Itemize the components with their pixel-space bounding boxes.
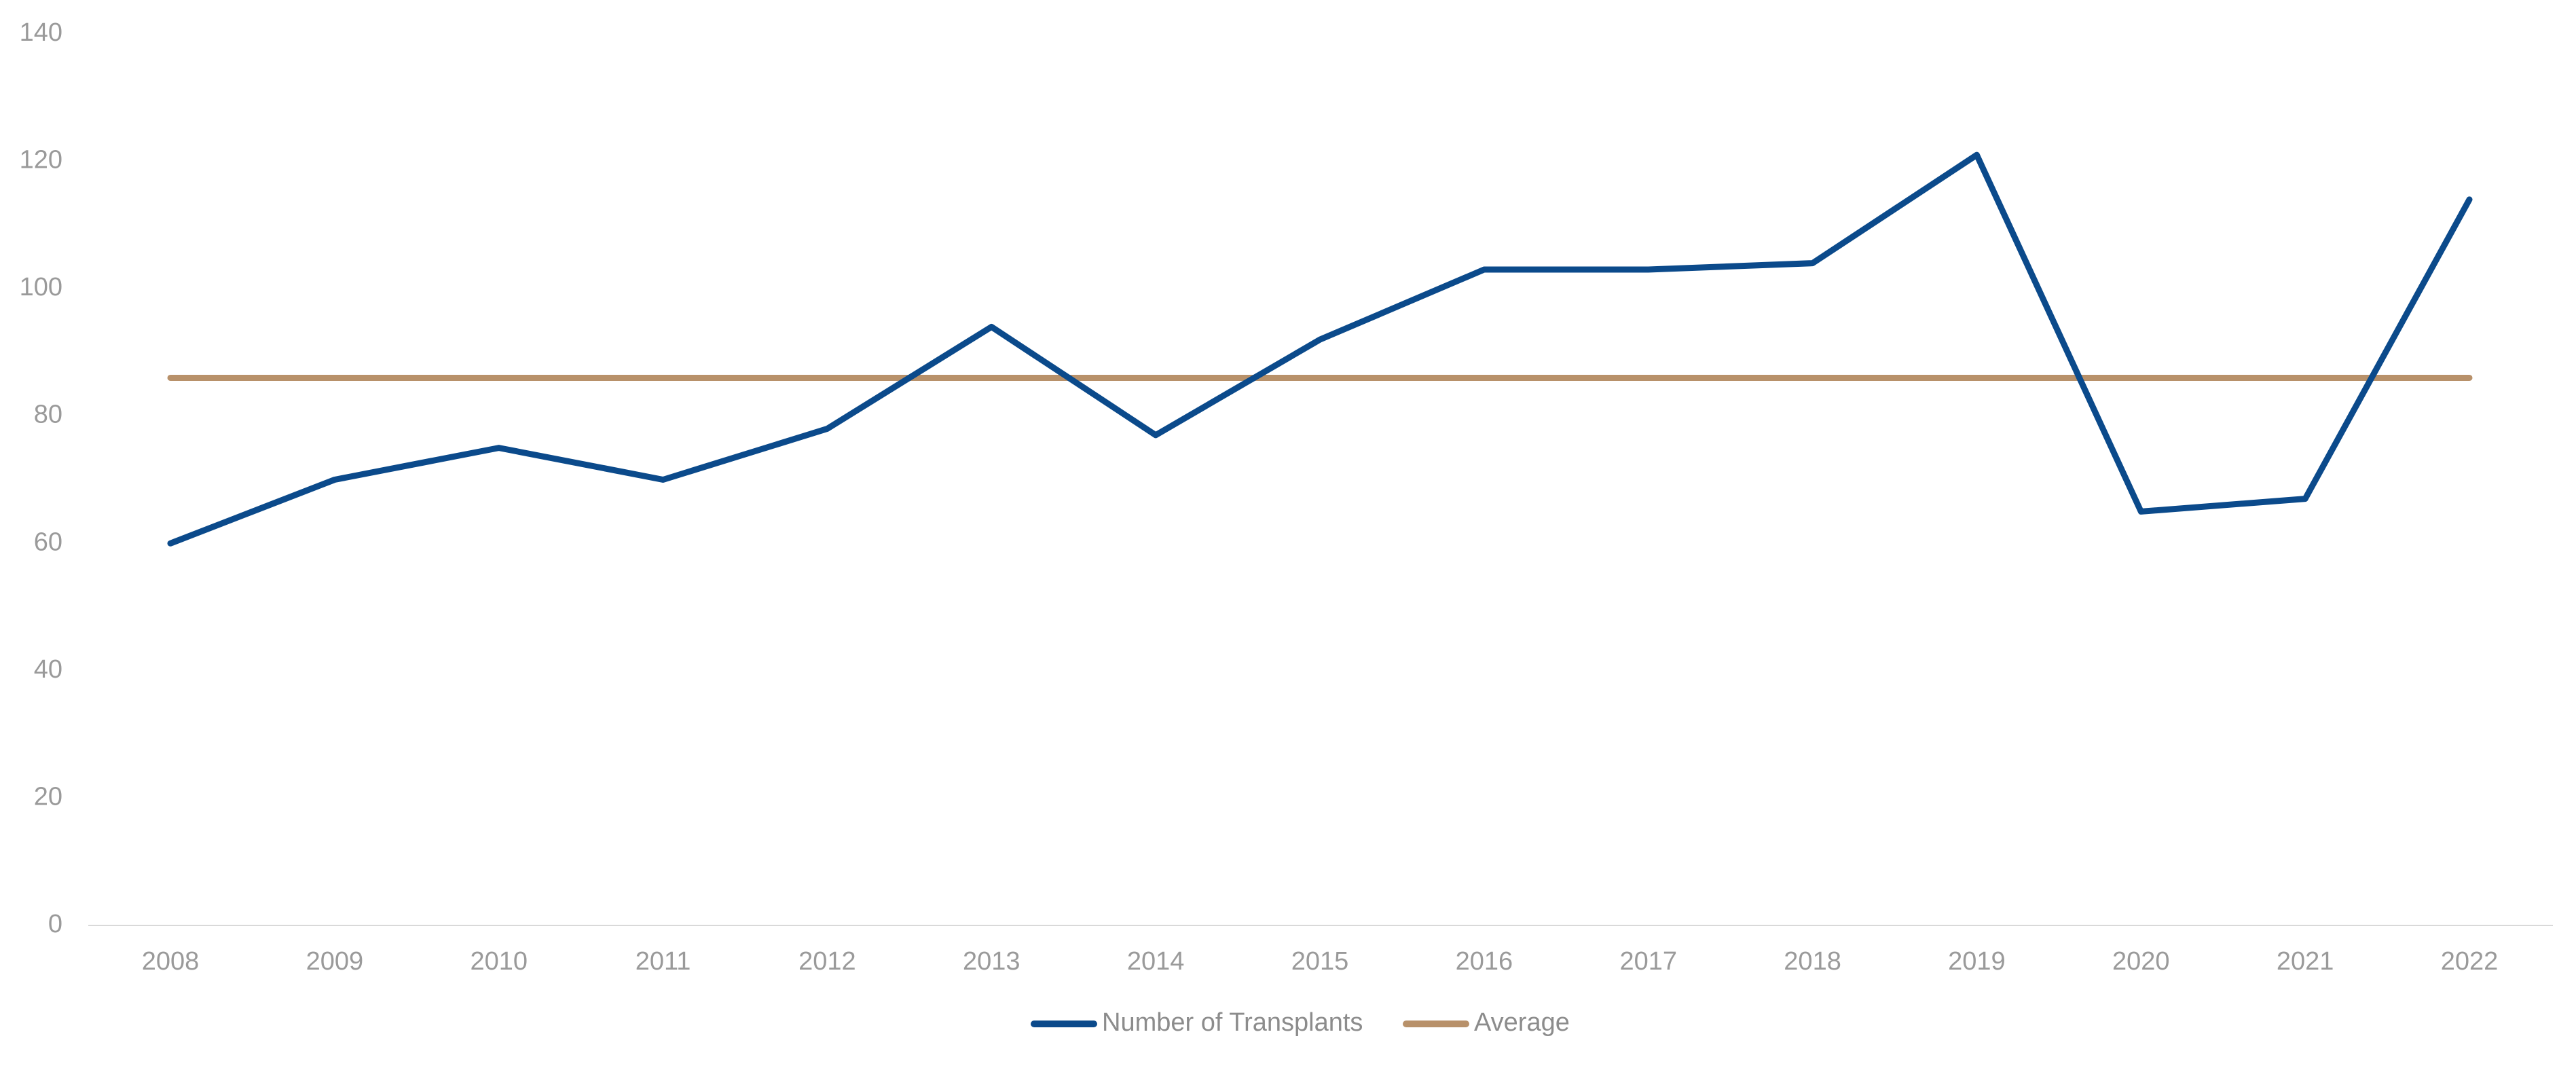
x-tick-label: 2010: [470, 947, 528, 976]
x-tick-label: 2022: [2441, 947, 2499, 976]
x-tick-label: 2012: [798, 947, 856, 976]
x-tick-label: 2011: [636, 947, 691, 976]
x-axis: 2008 2009 2010 2011 2012 2013 2014 2015 2016 2017…: [142, 947, 2499, 976]
y-tick-label: 100: [20, 273, 62, 301]
x-tick-label: 2016: [1456, 947, 1513, 976]
y-tick-label: 40: [34, 655, 62, 684]
x-tick-label: 2020: [2112, 947, 2170, 976]
x-tick-label: 2018: [1784, 947, 1841, 976]
y-tick-label: 60: [34, 528, 62, 556]
series-line-number-of-transplants: [167, 151, 2473, 547]
plot-area: [167, 151, 2473, 547]
x-tick-label: 2014: [1127, 947, 1185, 976]
y-tick-label: 20: [34, 782, 62, 811]
x-tick-label: 2015: [1291, 947, 1349, 976]
y-axis: 0 20 40 60 80 100 120 140: [20, 18, 62, 938]
y-tick-label: 120: [20, 146, 62, 174]
y-tick-label: 140: [20, 18, 62, 47]
y-tick-label: 0: [48, 910, 62, 938]
y-tick-label: 80: [34, 401, 62, 429]
x-tick-label: 2008: [142, 947, 200, 976]
x-tick-label: 2019: [1948, 947, 2006, 976]
legend-label-average: Average: [1474, 1008, 1570, 1037]
legend-label-number-of-transplants: Number of Transplants: [1102, 1008, 1363, 1037]
x-tick-label: 2017: [1619, 947, 1677, 976]
x-tick-label: 2013: [963, 947, 1020, 976]
x-tick-label: 2009: [306, 947, 364, 976]
legend: Number of Transplants Average: [1031, 1008, 1570, 1037]
x-tick-label: 2021: [2277, 947, 2334, 976]
